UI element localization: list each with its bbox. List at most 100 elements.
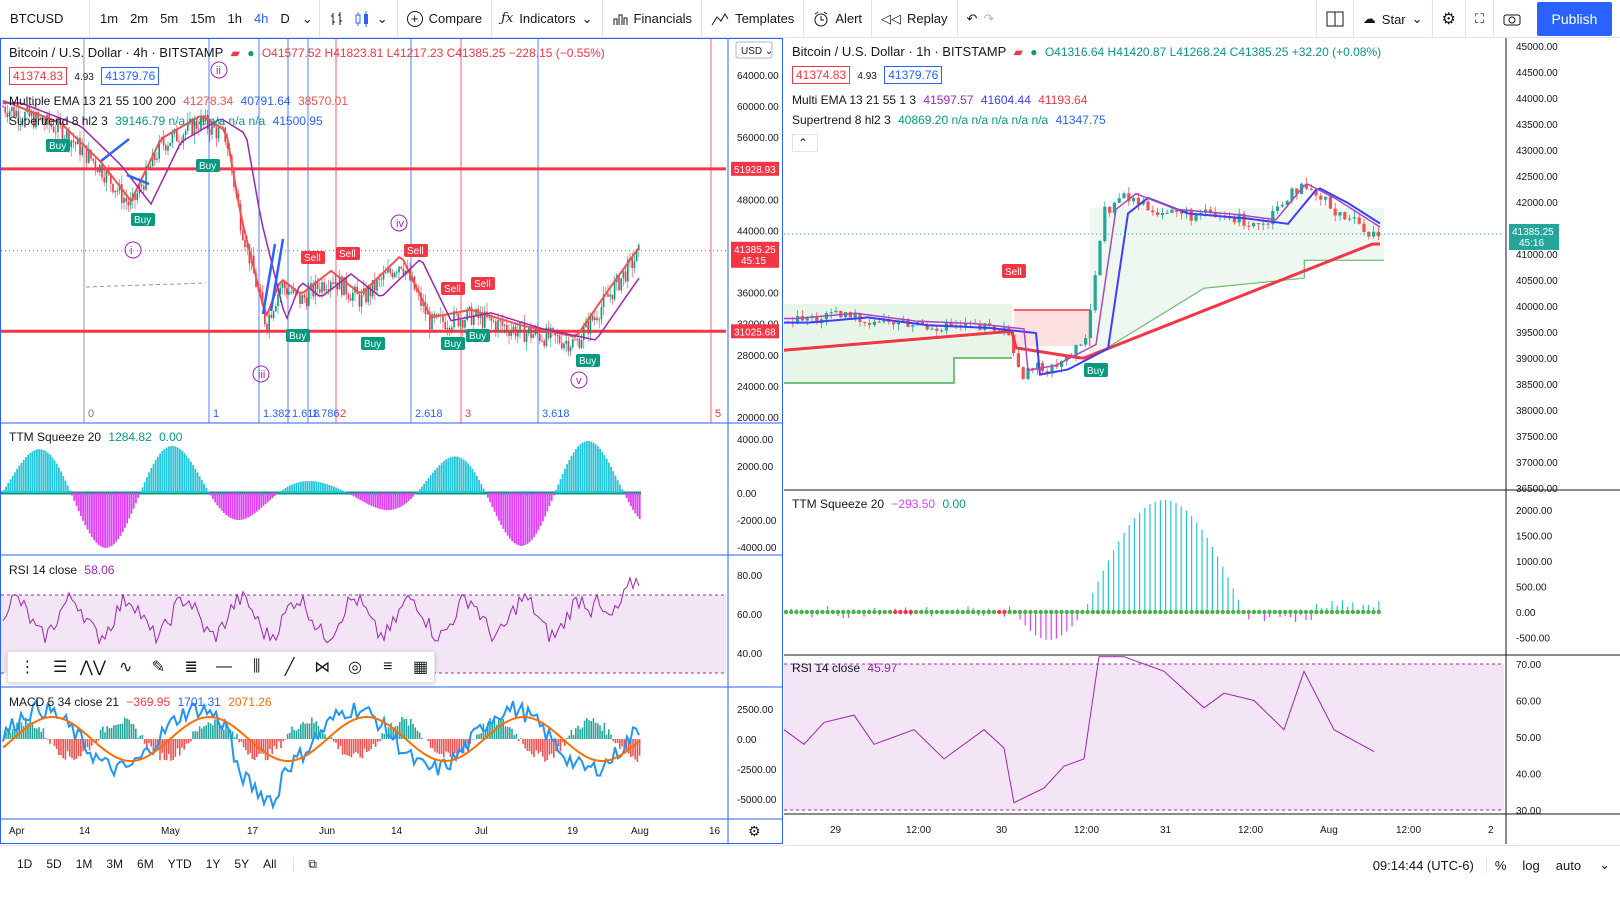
brush-icon[interactable]: ✎ xyxy=(151,659,166,676)
price-tick-label: 38500.00 xyxy=(1516,380,1558,391)
candle-body xyxy=(217,127,220,139)
fullscreen-button[interactable]: ⛶ xyxy=(1464,0,1493,38)
ask-price[interactable]: 41379.76 xyxy=(101,67,160,85)
price-tick-label: 28000.00 xyxy=(737,351,779,362)
ttm-histogram-bar xyxy=(304,481,307,493)
macd-histogram-bar xyxy=(603,722,606,739)
macd-tick-label: -2500.00 xyxy=(737,765,777,776)
range-6m[interactable]: 6M xyxy=(137,857,154,871)
timeframe-d[interactable]: D xyxy=(280,11,290,26)
trend-line-icon[interactable]: ╱ xyxy=(284,659,295,676)
range-1d[interactable]: 1D xyxy=(17,857,33,871)
candle-body xyxy=(1170,209,1174,213)
candle-body xyxy=(523,322,526,343)
timeframe-4h[interactable]: 4h xyxy=(253,11,269,26)
candle-body xyxy=(1136,198,1140,205)
templates-button[interactable]: Templates xyxy=(702,0,805,38)
macd-histogram-bar xyxy=(5,732,7,739)
horizontal-ray-icon[interactable]: — xyxy=(215,658,232,675)
range-1m[interactable]: 1M xyxy=(75,857,93,871)
undo-redo: ↶ ↷ xyxy=(958,0,1004,38)
price-tick-label: 37500.00 xyxy=(1516,432,1558,443)
macd-histogram-bar xyxy=(170,739,172,761)
chevron-down-icon[interactable]: ⌄ xyxy=(1599,857,1610,872)
star-button[interactable]: ☁ Star ⌄ xyxy=(1352,0,1432,38)
candle-body xyxy=(1122,193,1126,199)
ttm-histogram-bar xyxy=(291,484,293,493)
range-3m[interactable]: 3M xyxy=(106,857,124,871)
range-all[interactable]: All xyxy=(263,857,277,871)
pattern-icon[interactable]: ⋀⋁ xyxy=(79,659,107,676)
alert-button[interactable]: Alert xyxy=(804,0,873,38)
ttm-histogram-bar xyxy=(60,471,62,493)
candle-body xyxy=(541,340,543,342)
timeframe-15m[interactable]: 15m xyxy=(190,11,216,26)
spiral-icon[interactable]: ◎ xyxy=(348,659,363,676)
wave-circle xyxy=(252,365,270,383)
status-dot-icon: ● xyxy=(1030,45,1038,59)
left-chart-canvas[interactable]: 64000.00 60000.00 56000.00 5 2000.00 48000.00… xyxy=(1,39,782,843)
undo-icon[interactable]: ↶ xyxy=(966,10,978,26)
auto-toggle[interactable]: auto xyxy=(1555,857,1582,873)
ask-price[interactable]: 41379.76 xyxy=(884,66,943,84)
right-chart-canvas[interactable]: 45000.00 44500.00 44000.00 43500.00 43000.00… xyxy=(784,38,1620,844)
macd-histogram-bar xyxy=(313,723,315,739)
projection-icon[interactable]: ⋈ xyxy=(314,659,331,676)
lines-icon[interactable]: ☰ xyxy=(52,659,68,676)
bar-style-button[interactable]: ⌄ xyxy=(320,0,398,38)
left-chart[interactable]: 64000.00 60000.00 56000.00 5 2000.00 48000.00… xyxy=(0,38,783,844)
ttm-histogram-bar xyxy=(66,485,69,493)
right-legend-title: Bitcoin / U.S. Dollar · 1h · BITSTAMP ▰ … xyxy=(792,44,1385,59)
timeframe-5m[interactable]: 5m xyxy=(160,11,179,26)
ttm-histogram-bar xyxy=(559,479,562,493)
time-tick-label: 19 xyxy=(567,826,579,837)
ttm-squeeze-dot xyxy=(1345,609,1350,615)
publish-button[interactable]: Publish xyxy=(1537,2,1612,36)
elliott-wave-icon[interactable]: ∿ xyxy=(118,659,133,676)
range-ytd[interactable]: YTD xyxy=(167,857,192,871)
replay-button[interactable]: ◁◁ Replay xyxy=(872,0,958,38)
snapshot-button[interactable] xyxy=(1493,0,1530,38)
bid-price[interactable]: 41374.83 xyxy=(9,67,68,85)
indicators-button[interactable]: ƒx Indicators ⌄ xyxy=(492,0,603,38)
bid-price[interactable]: 41374.83 xyxy=(792,66,851,84)
macd-histogram-bar xyxy=(493,716,496,739)
vertical-lines-icon[interactable]: ⫼ xyxy=(253,658,261,675)
ttm-squeeze-dot xyxy=(1168,609,1173,615)
drag-handle-icon[interactable]: ⋮ xyxy=(19,659,36,676)
date-range-icon[interactable]: ⧉ xyxy=(293,857,324,872)
parallel-icon[interactable]: ≡ xyxy=(383,658,393,675)
candle-body xyxy=(90,149,92,159)
percent-toggle[interactable]: % xyxy=(1494,857,1507,873)
layout-button[interactable] xyxy=(1315,0,1353,38)
chevron-down-icon[interactable]: ⌄ xyxy=(301,10,313,26)
clock[interactable]: 09:14:44 (UTC-6) xyxy=(1361,857,1487,873)
right-chart[interactable]: 45000.00 44500.00 44000.00 43500.00 43000.00… xyxy=(784,38,1620,844)
macd-histogram-bar xyxy=(209,723,212,739)
log-toggle[interactable]: log xyxy=(1522,857,1540,873)
redo-icon[interactable]: ↷ xyxy=(983,10,995,26)
timeframe-1m[interactable]: 1m xyxy=(100,11,119,26)
settings-button[interactable]: ⚙ xyxy=(1431,0,1465,38)
level-high-label: 51928.93 xyxy=(734,165,776,176)
compare-button[interactable]: + Compare xyxy=(398,0,493,38)
range-5d[interactable]: 5D xyxy=(46,857,62,871)
financials-button[interactable]: Financials xyxy=(603,0,703,38)
macd-histogram-bar xyxy=(95,739,97,743)
macd-histogram-bar xyxy=(491,722,493,739)
symbol-search[interactable]: BTCUSD xyxy=(0,0,90,38)
grid-icon[interactable]: ▦ xyxy=(413,659,429,676)
candle-body xyxy=(303,294,306,298)
ttm-histogram-bar xyxy=(491,493,494,508)
range-1y[interactable]: 1Y xyxy=(205,857,221,871)
collapse-legend-button[interactable]: ⌃ xyxy=(792,134,818,152)
range-5y[interactable]: 5Y xyxy=(234,857,250,871)
candle-body xyxy=(872,321,876,325)
candle-body xyxy=(415,289,418,292)
timeframe-2m[interactable]: 2m xyxy=(130,11,149,26)
ttm-histogram-bar xyxy=(603,455,606,493)
ttm-histogram-bar xyxy=(546,493,549,512)
macd-histogram-bar xyxy=(275,739,278,750)
timeframe-1h[interactable]: 1h xyxy=(227,11,242,26)
fib-icon[interactable]: ≣ xyxy=(184,659,198,676)
